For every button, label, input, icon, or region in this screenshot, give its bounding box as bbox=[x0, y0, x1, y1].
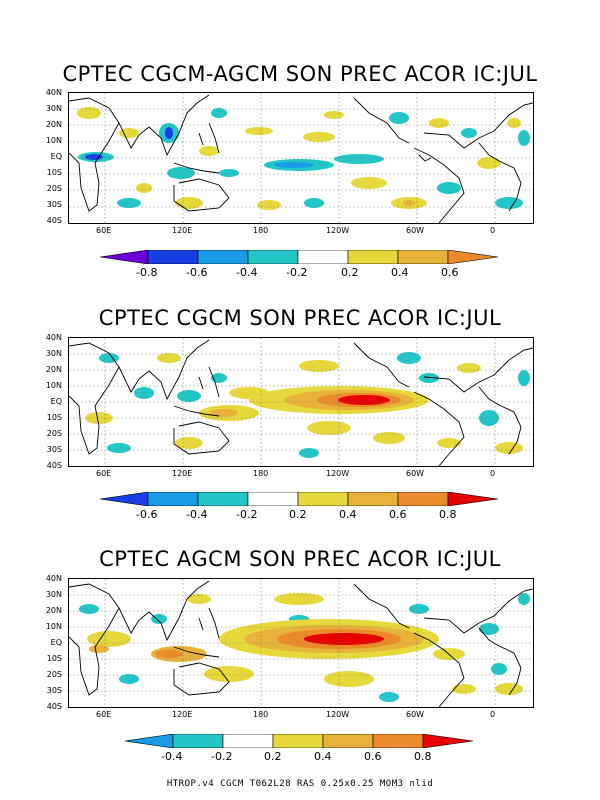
panel2-xtick: 120E bbox=[172, 469, 193, 478]
panel3-ytick: 10N bbox=[45, 622, 62, 631]
panel2-ytick: 10S bbox=[46, 413, 62, 422]
panel1-cb-label: -0.4 bbox=[236, 266, 258, 279]
panel1-cb-label: -0.8 bbox=[136, 266, 158, 279]
panel1-cb-label: 0.6 bbox=[441, 266, 459, 279]
panel3-ytick: 40N bbox=[45, 574, 62, 583]
panel1-ytick: 30N bbox=[45, 104, 62, 113]
panel1-ytick: 20S bbox=[46, 184, 62, 193]
panel1-cb-label: -0.2 bbox=[286, 266, 308, 279]
panel2-map bbox=[68, 337, 534, 467]
panel1-ytick: 40S bbox=[46, 216, 62, 225]
panel3-ytick: 30N bbox=[45, 590, 62, 599]
panel3-ytick: 20S bbox=[46, 670, 62, 679]
panel3-coastlines bbox=[69, 580, 533, 707]
panel3-cb-label: -0.4 bbox=[161, 750, 183, 763]
panel1-ytick: EQ bbox=[50, 152, 62, 161]
panel2-xtick: 180 bbox=[253, 469, 269, 478]
panel2-title: CPTEC CGCM SON PREC ACOR IC:JUL bbox=[98, 306, 502, 330]
panel1-xtick: 60W bbox=[406, 226, 425, 235]
panel3-grid bbox=[69, 579, 533, 707]
panel3-xtick: 120E bbox=[172, 710, 193, 719]
panel1-xtick: 120E bbox=[172, 226, 193, 235]
panel3-cb-label: 0.6 bbox=[364, 750, 382, 763]
panel3-colorbar bbox=[125, 734, 475, 748]
panel1-ytick: 10N bbox=[45, 136, 62, 145]
panel2-cb-label: 0.4 bbox=[339, 508, 357, 521]
panel1-ytick: 40N bbox=[45, 88, 62, 97]
panel3-xtick: 60W bbox=[406, 710, 425, 719]
panel1-map bbox=[68, 92, 534, 224]
panel2-grid bbox=[69, 338, 533, 466]
panel2-xtick: 0 bbox=[490, 469, 496, 478]
panel3-positive-anomalies bbox=[87, 593, 523, 695]
panel2-ytick: 40N bbox=[45, 333, 62, 342]
panel3-ytick: 40S bbox=[46, 702, 62, 711]
panel3-cb-label: 0.8 bbox=[414, 750, 432, 763]
panel2-ytick: 20S bbox=[46, 429, 62, 438]
panel2-colorbar bbox=[100, 492, 500, 506]
panel3-xtick: 0 bbox=[490, 710, 496, 719]
panel2-cb-label: 0.2 bbox=[289, 508, 307, 521]
panel2-cb-label: -0.4 bbox=[186, 508, 208, 521]
panel1-coastlines bbox=[69, 94, 533, 223]
panel3-cb-label: -0.2 bbox=[211, 750, 233, 763]
panel2-ytick: 40S bbox=[46, 461, 62, 470]
panel1-positive-anomalies bbox=[77, 107, 521, 210]
panel2-xtick: 120W bbox=[326, 469, 350, 478]
panel2-ytick: 20N bbox=[45, 365, 62, 374]
panel1-cb-label: 0.4 bbox=[391, 266, 409, 279]
panel2-coastlines bbox=[69, 339, 533, 466]
panel2-ytick: 30S bbox=[46, 445, 62, 454]
panel3-ytick: 10S bbox=[46, 654, 62, 663]
panel1-title: CPTEC CGCM-AGCM SON PREC ACOR IC:JUL bbox=[62, 62, 538, 86]
panel1-ytick: 30S bbox=[46, 200, 62, 209]
panel1-ytick: 20N bbox=[45, 120, 62, 129]
panel3-title: CPTEC AGCM SON PREC ACOR IC:JUL bbox=[99, 547, 501, 571]
panel3-map bbox=[68, 578, 534, 708]
panel2-positive-anomalies bbox=[85, 353, 523, 454]
panel2-cb-label: -0.6 bbox=[136, 508, 158, 521]
panel2-xtick: 60E bbox=[96, 469, 112, 478]
panel1-grid bbox=[69, 93, 533, 223]
panel1-xtick: 120W bbox=[326, 226, 350, 235]
panel2-ytick: 30N bbox=[45, 349, 62, 358]
panel1-colorbar bbox=[100, 250, 500, 264]
footer-caption: HTROP.v4 CGCM T062L28 RAS 0.25x0.25 MOM3… bbox=[166, 779, 434, 789]
panel2-cb-label: 0.8 bbox=[439, 508, 457, 521]
panel3-ytick: 30S bbox=[46, 686, 62, 695]
panel1-xtick: 0 bbox=[490, 226, 496, 235]
panel1-cb-label: 0.2 bbox=[341, 266, 359, 279]
panel1-xtick: 60E bbox=[96, 226, 112, 235]
panel3-cb-label: 0.2 bbox=[264, 750, 282, 763]
panel1-xtick: 180 bbox=[253, 226, 269, 235]
panel3-xtick: 60E bbox=[96, 710, 112, 719]
panel1-cb-label: -0.6 bbox=[186, 266, 208, 279]
panel3-xtick: 120W bbox=[326, 710, 350, 719]
panel1-ytick: 10S bbox=[46, 168, 62, 177]
panel1-negative-anomalies bbox=[78, 108, 530, 209]
panel3-xtick: 180 bbox=[253, 710, 269, 719]
panel3-cb-label: 0.4 bbox=[314, 750, 332, 763]
panel2-cb-label: -0.2 bbox=[236, 508, 258, 521]
panel3-ytick: 20N bbox=[45, 606, 62, 615]
panel3-ytick: EQ bbox=[50, 638, 62, 647]
panel2-ytick: 10N bbox=[45, 381, 62, 390]
panel2-cb-label: 0.6 bbox=[389, 508, 407, 521]
panel2-xtick: 60W bbox=[406, 469, 425, 478]
panel2-ytick: EQ bbox=[50, 397, 62, 406]
